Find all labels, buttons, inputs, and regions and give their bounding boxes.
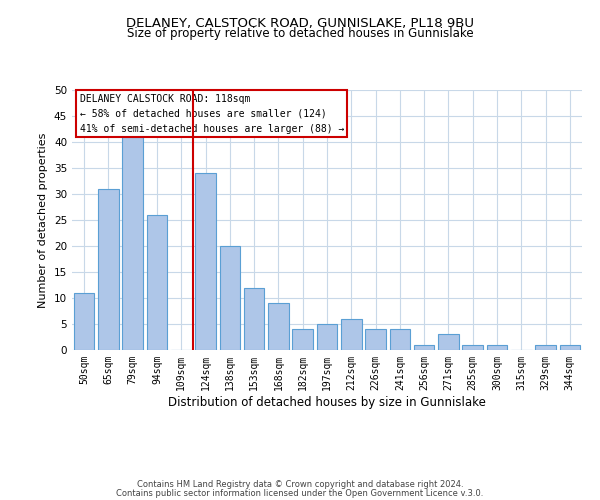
X-axis label: Distribution of detached houses by size in Gunnislake: Distribution of detached houses by size … [168, 396, 486, 408]
Text: Contains HM Land Registry data © Crown copyright and database right 2024.: Contains HM Land Registry data © Crown c… [137, 480, 463, 489]
Bar [438, 334, 459, 350]
Bar [195, 173, 216, 350]
Bar [317, 324, 337, 350]
Y-axis label: Number of detached properties: Number of detached properties [38, 132, 49, 308]
Bar [389, 329, 410, 350]
Bar [535, 345, 556, 350]
Bar [341, 319, 362, 350]
Bar [487, 345, 508, 350]
Bar [414, 345, 434, 350]
Bar [268, 303, 289, 350]
Text: Contains public sector information licensed under the Open Government Licence v.: Contains public sector information licen… [116, 488, 484, 498]
Text: DELANEY CALSTOCK ROAD: 118sqm
← 58% of detached houses are smaller (124)
41% of : DELANEY CALSTOCK ROAD: 118sqm ← 58% of d… [80, 94, 344, 134]
Bar [146, 215, 167, 350]
Bar [560, 345, 580, 350]
Bar [122, 137, 143, 350]
Bar [220, 246, 240, 350]
Bar [292, 329, 313, 350]
Text: Size of property relative to detached houses in Gunnislake: Size of property relative to detached ho… [127, 28, 473, 40]
Bar [98, 189, 119, 350]
Bar [74, 293, 94, 350]
Bar [365, 329, 386, 350]
Bar [463, 345, 483, 350]
Bar [244, 288, 265, 350]
Text: DELANEY, CALSTOCK ROAD, GUNNISLAKE, PL18 9BU: DELANEY, CALSTOCK ROAD, GUNNISLAKE, PL18… [126, 18, 474, 30]
